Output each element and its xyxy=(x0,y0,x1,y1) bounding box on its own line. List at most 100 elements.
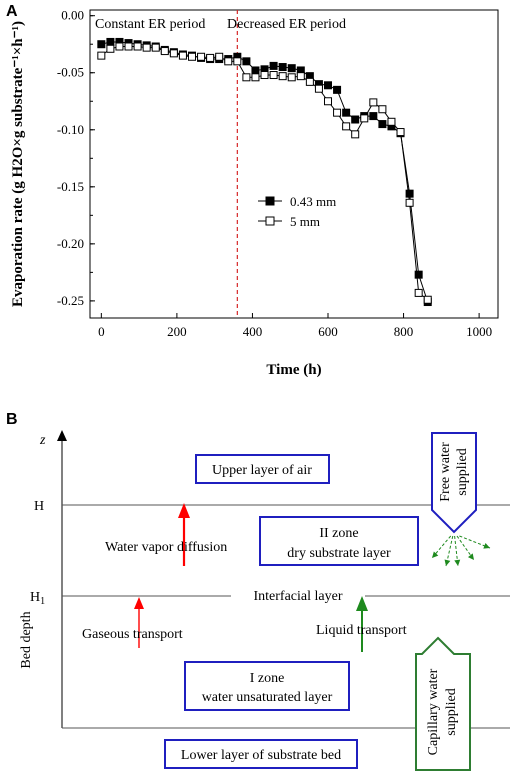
zone1-box xyxy=(184,661,350,711)
data-point-series-2 xyxy=(369,98,378,107)
data-point-series-2 xyxy=(278,72,287,81)
data-point-series-1 xyxy=(251,66,260,75)
data-point-series-1 xyxy=(97,40,106,49)
lower-layer-box xyxy=(164,739,358,769)
x-tick-label: 600 xyxy=(318,324,338,339)
capillary-line1: Capillary water xyxy=(426,668,441,755)
zone2-line1: II zone xyxy=(319,526,358,541)
zone2-box xyxy=(259,516,419,566)
spray-arrow-head xyxy=(432,551,439,558)
data-point-series-1 xyxy=(405,189,414,198)
data-point-series-2 xyxy=(106,44,115,53)
interfacial-label-bg xyxy=(231,587,365,604)
lower-layer-text: Lower layer of substrate bed xyxy=(181,748,341,763)
legend-marker-2 xyxy=(265,216,275,226)
zone2-line2: dry substrate layer xyxy=(287,546,391,561)
region-label-decreased: Decreased ER period xyxy=(227,17,346,32)
liquid-arrow-head xyxy=(356,596,368,611)
data-point-series-2 xyxy=(169,49,178,58)
free-water-line2: supplied xyxy=(455,448,470,495)
data-point-series-2 xyxy=(387,117,396,126)
data-point-series-2 xyxy=(242,73,251,82)
data-point-series-1 xyxy=(414,270,423,279)
plot-frame xyxy=(89,9,499,319)
y-tick-label: 0.00 xyxy=(61,8,84,23)
capillary-shape xyxy=(415,636,471,771)
zone1-line1: I zone xyxy=(250,671,285,686)
gaseous-arrow-head xyxy=(134,597,144,609)
panel-b-letter: B xyxy=(6,411,18,428)
data-point-series-2 xyxy=(360,114,369,123)
upper-air-text: Upper layer of air xyxy=(212,463,312,478)
y-tick-label: -0.10 xyxy=(57,122,84,137)
data-point-series-2 xyxy=(233,57,242,66)
data-point-series-2 xyxy=(396,128,405,137)
data-point-series-2 xyxy=(378,105,387,114)
data-point-series-2 xyxy=(97,51,106,60)
y-tick-label: -0.20 xyxy=(57,236,84,251)
series-line-1 xyxy=(101,41,429,303)
data-point-series-2 xyxy=(224,57,233,66)
spray-arrow-head xyxy=(483,543,490,549)
data-point-series-2 xyxy=(423,295,432,304)
data-point-series-2 xyxy=(333,108,342,117)
data-point-series-1 xyxy=(287,64,296,73)
data-point-series-2 xyxy=(206,53,215,62)
zone1-line2: water unsaturated layer xyxy=(202,690,333,705)
x-axis-ticks: 0 200 400 600 800 1000 xyxy=(98,313,492,339)
data-point-series-2 xyxy=(351,130,360,139)
x-tick-label: 1000 xyxy=(466,324,492,339)
y-axis-ticks: 0.00 -0.05 -0.10 -0.15 -0.20 -0.25 xyxy=(57,8,95,308)
y-tick-label: -0.15 xyxy=(57,179,84,194)
legend-marker-1 xyxy=(265,196,275,206)
data-point-series-2 xyxy=(124,42,133,51)
series-line-2 xyxy=(101,46,429,301)
z-axis-arrowhead xyxy=(57,430,67,441)
data-point-series-2 xyxy=(133,42,142,51)
legend: 0.43 mm 5 mm xyxy=(258,194,336,229)
data-point-series-2 xyxy=(414,288,423,297)
spray-arrow-head xyxy=(454,559,461,566)
data-point-series-1 xyxy=(342,108,351,117)
free-water-shape xyxy=(431,432,477,534)
series-layer xyxy=(97,37,432,307)
x-tick-label: 200 xyxy=(167,324,187,339)
x-tick-label: 800 xyxy=(394,324,414,339)
data-point-series-2 xyxy=(405,198,414,207)
data-point-series-2 xyxy=(188,52,196,61)
data-point-series-2 xyxy=(314,84,323,93)
data-point-series-1 xyxy=(369,112,378,121)
y-tick-label: -0.25 xyxy=(57,293,84,308)
data-point-series-2 xyxy=(151,43,160,52)
x-axis-title: Time (h) xyxy=(266,362,321,378)
data-point-series-2 xyxy=(260,71,269,80)
data-point-series-1 xyxy=(278,63,287,72)
data-point-series-2 xyxy=(296,72,305,81)
region-label-constant: Constant ER period xyxy=(95,17,205,32)
evaporation-rate-chart: 0 200 400 600 800 1000 0.00 -0.05 -0.10 -0.15 -0.… xyxy=(10,8,499,378)
data-point-series-2 xyxy=(305,77,314,86)
data-point-series-1 xyxy=(269,61,278,70)
data-point-series-2 xyxy=(251,73,260,82)
vapor-arrow-head xyxy=(178,503,190,518)
data-point-series-2 xyxy=(215,52,224,61)
data-point-series-1 xyxy=(351,115,360,124)
data-point-series-2 xyxy=(287,73,296,82)
data-point-series-2 xyxy=(115,42,124,51)
data-point-series-1 xyxy=(324,81,332,90)
spray-arrow-head xyxy=(467,553,474,560)
y-axis-title: Evaporation rate (g H2O×g substrate⁻¹×h⁻… xyxy=(10,21,26,307)
legend-label-2: 5 mm xyxy=(290,214,320,229)
bed-depth-diagram: z H H1 Bed depth Upper layer of air II z… xyxy=(19,430,510,771)
x-tick-label: 0 xyxy=(98,324,105,339)
data-point-series-1 xyxy=(378,120,387,129)
data-point-series-2 xyxy=(342,122,351,131)
panel-a-letter: A xyxy=(6,3,18,20)
interfacial-text: Interfacial layer xyxy=(254,589,343,604)
data-point-series-2 xyxy=(324,97,332,106)
liquid-text: Liquid transport xyxy=(316,623,407,638)
capillary-line2: supplied xyxy=(444,688,459,735)
h1-label: H1 xyxy=(30,590,45,607)
gaseous-text: Gaseous transport xyxy=(82,627,183,642)
